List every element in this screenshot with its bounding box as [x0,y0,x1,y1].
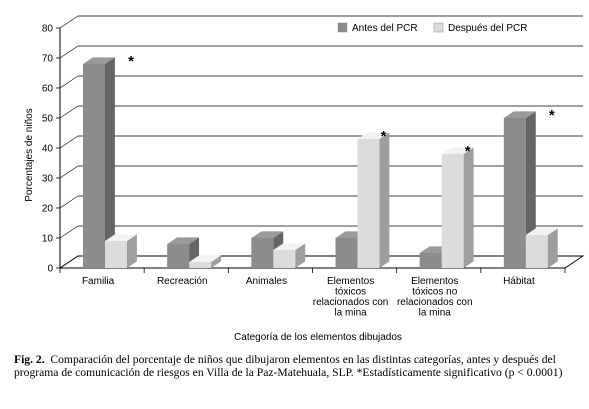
bar-front-1-5 [525,235,548,268]
chart-bars [59,57,566,273]
legend-swatch-1 [433,22,444,33]
y-tick-diag-5 [59,105,79,119]
bar-side-1-5 [547,228,558,268]
x-category-line-1-0: Recreación [157,276,208,287]
significance-star-0: * [128,53,134,70]
significance-star-1: * [381,128,387,145]
bar-top-1-2 [273,243,306,250]
bar-1-5 [525,228,558,268]
y-tick-diag-0 [59,255,79,269]
bar-front-1-4 [441,154,464,268]
x-category-label-2: Animales [246,276,287,287]
bar-side-1-0 [127,234,137,268]
y-tick-diag-1 [59,225,79,239]
x-category-line-3-0: Elementos [327,276,374,287]
bar-1-3 [357,132,390,268]
bar-top-1-4 [441,147,474,154]
y-tick-label-1: 10 [42,234,54,245]
x-category-label-0: Familia [82,276,115,287]
y-tick-label-3: 30 [42,174,54,185]
bar-1-2 [273,243,306,268]
y-tick-label-6: 60 [42,84,54,95]
x-category-line-4-1: tóxicos no [412,287,457,298]
bar-chart: 0 10 20 30 40 50 60 70 80 Familia Recreación Anima… [24,15,585,343]
caption-text: Comparación del porcentaje de niños que … [14,353,563,379]
bar-front-0-2 [251,238,274,268]
y-tick-label-2: 20 [42,204,54,215]
legend-label-1: Después del PCR [448,23,527,34]
x-category-label-3: Elementos tóxicos relacionados con la mina [313,276,389,319]
x-category-label-4: Elementos tóxicos no relacionados con la mi… [397,276,473,319]
y-tick-label-7: 70 [42,54,54,65]
bar-top-0-1 [167,237,200,244]
bar-side-1-2 [295,243,306,268]
caption-label: Fig. 2. [14,353,45,366]
bar-1-1 [189,255,222,268]
bar-top-0-2 [251,231,284,238]
bar-side-1-4 [463,147,474,268]
bar-top-1-0 [105,234,137,241]
legend-label-0: Antes del PCR [352,23,418,34]
x-category-line-4-3: la mina [419,308,452,319]
y-tick-diag-7 [59,45,79,59]
significance-star-3: * [549,107,555,124]
bar-side-1-1 [211,255,222,268]
x-category-line-5-0: Hábitat [503,276,535,287]
bar-front-1-2 [273,250,296,268]
bar-top-1-1 [189,255,222,262]
x-category-line-4-0: Elementos [411,276,458,287]
y-axis-title: Porcentajes de niños [24,108,35,201]
x-category-label-5: Hábitat [503,276,535,287]
x-axis-title: Categoría de los elementos dibujados [234,332,402,343]
bar-top-1-3 [357,132,390,139]
x-category-line-4-2: relacionados con [397,297,473,308]
bar-front-1-0 [105,241,127,268]
x-category-line-2-0: Animales [246,276,287,287]
y-tick-label-8: 80 [42,24,54,35]
significance-star-2: * [465,143,471,160]
x-category-label-1: Recreación [157,276,208,287]
bar-1-0 [105,234,137,268]
x-category-line-3-2: relacionados con [313,297,389,308]
bar-0-0 [83,57,115,269]
y-tick-diag-4 [59,135,79,149]
y-tick-diag-2 [59,195,79,209]
y-axis-ticks: 0 10 20 30 40 50 60 70 80 [42,15,79,275]
bar-front-1-1 [189,262,212,268]
legend: Antes del PCR Después del PCR [337,22,527,34]
bar-top-0-0 [83,57,115,64]
y-tick-label-0: 0 [47,264,53,275]
y-tick-diag-3 [59,165,79,179]
y-tick-diag-8 [59,15,79,29]
bar-front-0-5 [503,118,526,268]
chart-grid [78,15,583,227]
bar-front-0-1 [167,244,190,268]
bar-front-0-3 [335,238,358,268]
bar-side-0-0 [105,57,115,269]
legend-swatch-0 [337,22,348,33]
bar-0-5 [503,111,536,269]
bar-side-1-3 [379,132,390,268]
x-category-line-3-1: tóxicos [335,287,366,298]
x-category-line-3-3: la mina [334,308,367,319]
bar-front-0-4 [419,253,442,268]
bar-front-0-0 [83,64,105,268]
x-axis-categories: Familia Recreación Animales Elementos tóxico… [82,276,535,319]
x-category-line-0-0: Familia [82,276,115,287]
bar-1-4 [441,147,474,268]
bar-top-1-5 [525,228,558,235]
y-tick-label-4: 40 [42,144,54,155]
bar-top-0-5 [503,111,536,118]
y-tick-label-5: 50 [42,114,54,125]
significance-markers: * * * * [128,53,555,160]
bar-front-1-3 [357,139,380,268]
y-tick-diag-6 [59,75,79,89]
figure-caption: Fig. 2. Comparación del porcentaje de ni… [14,353,579,379]
bar-side-0-5 [525,111,536,269]
